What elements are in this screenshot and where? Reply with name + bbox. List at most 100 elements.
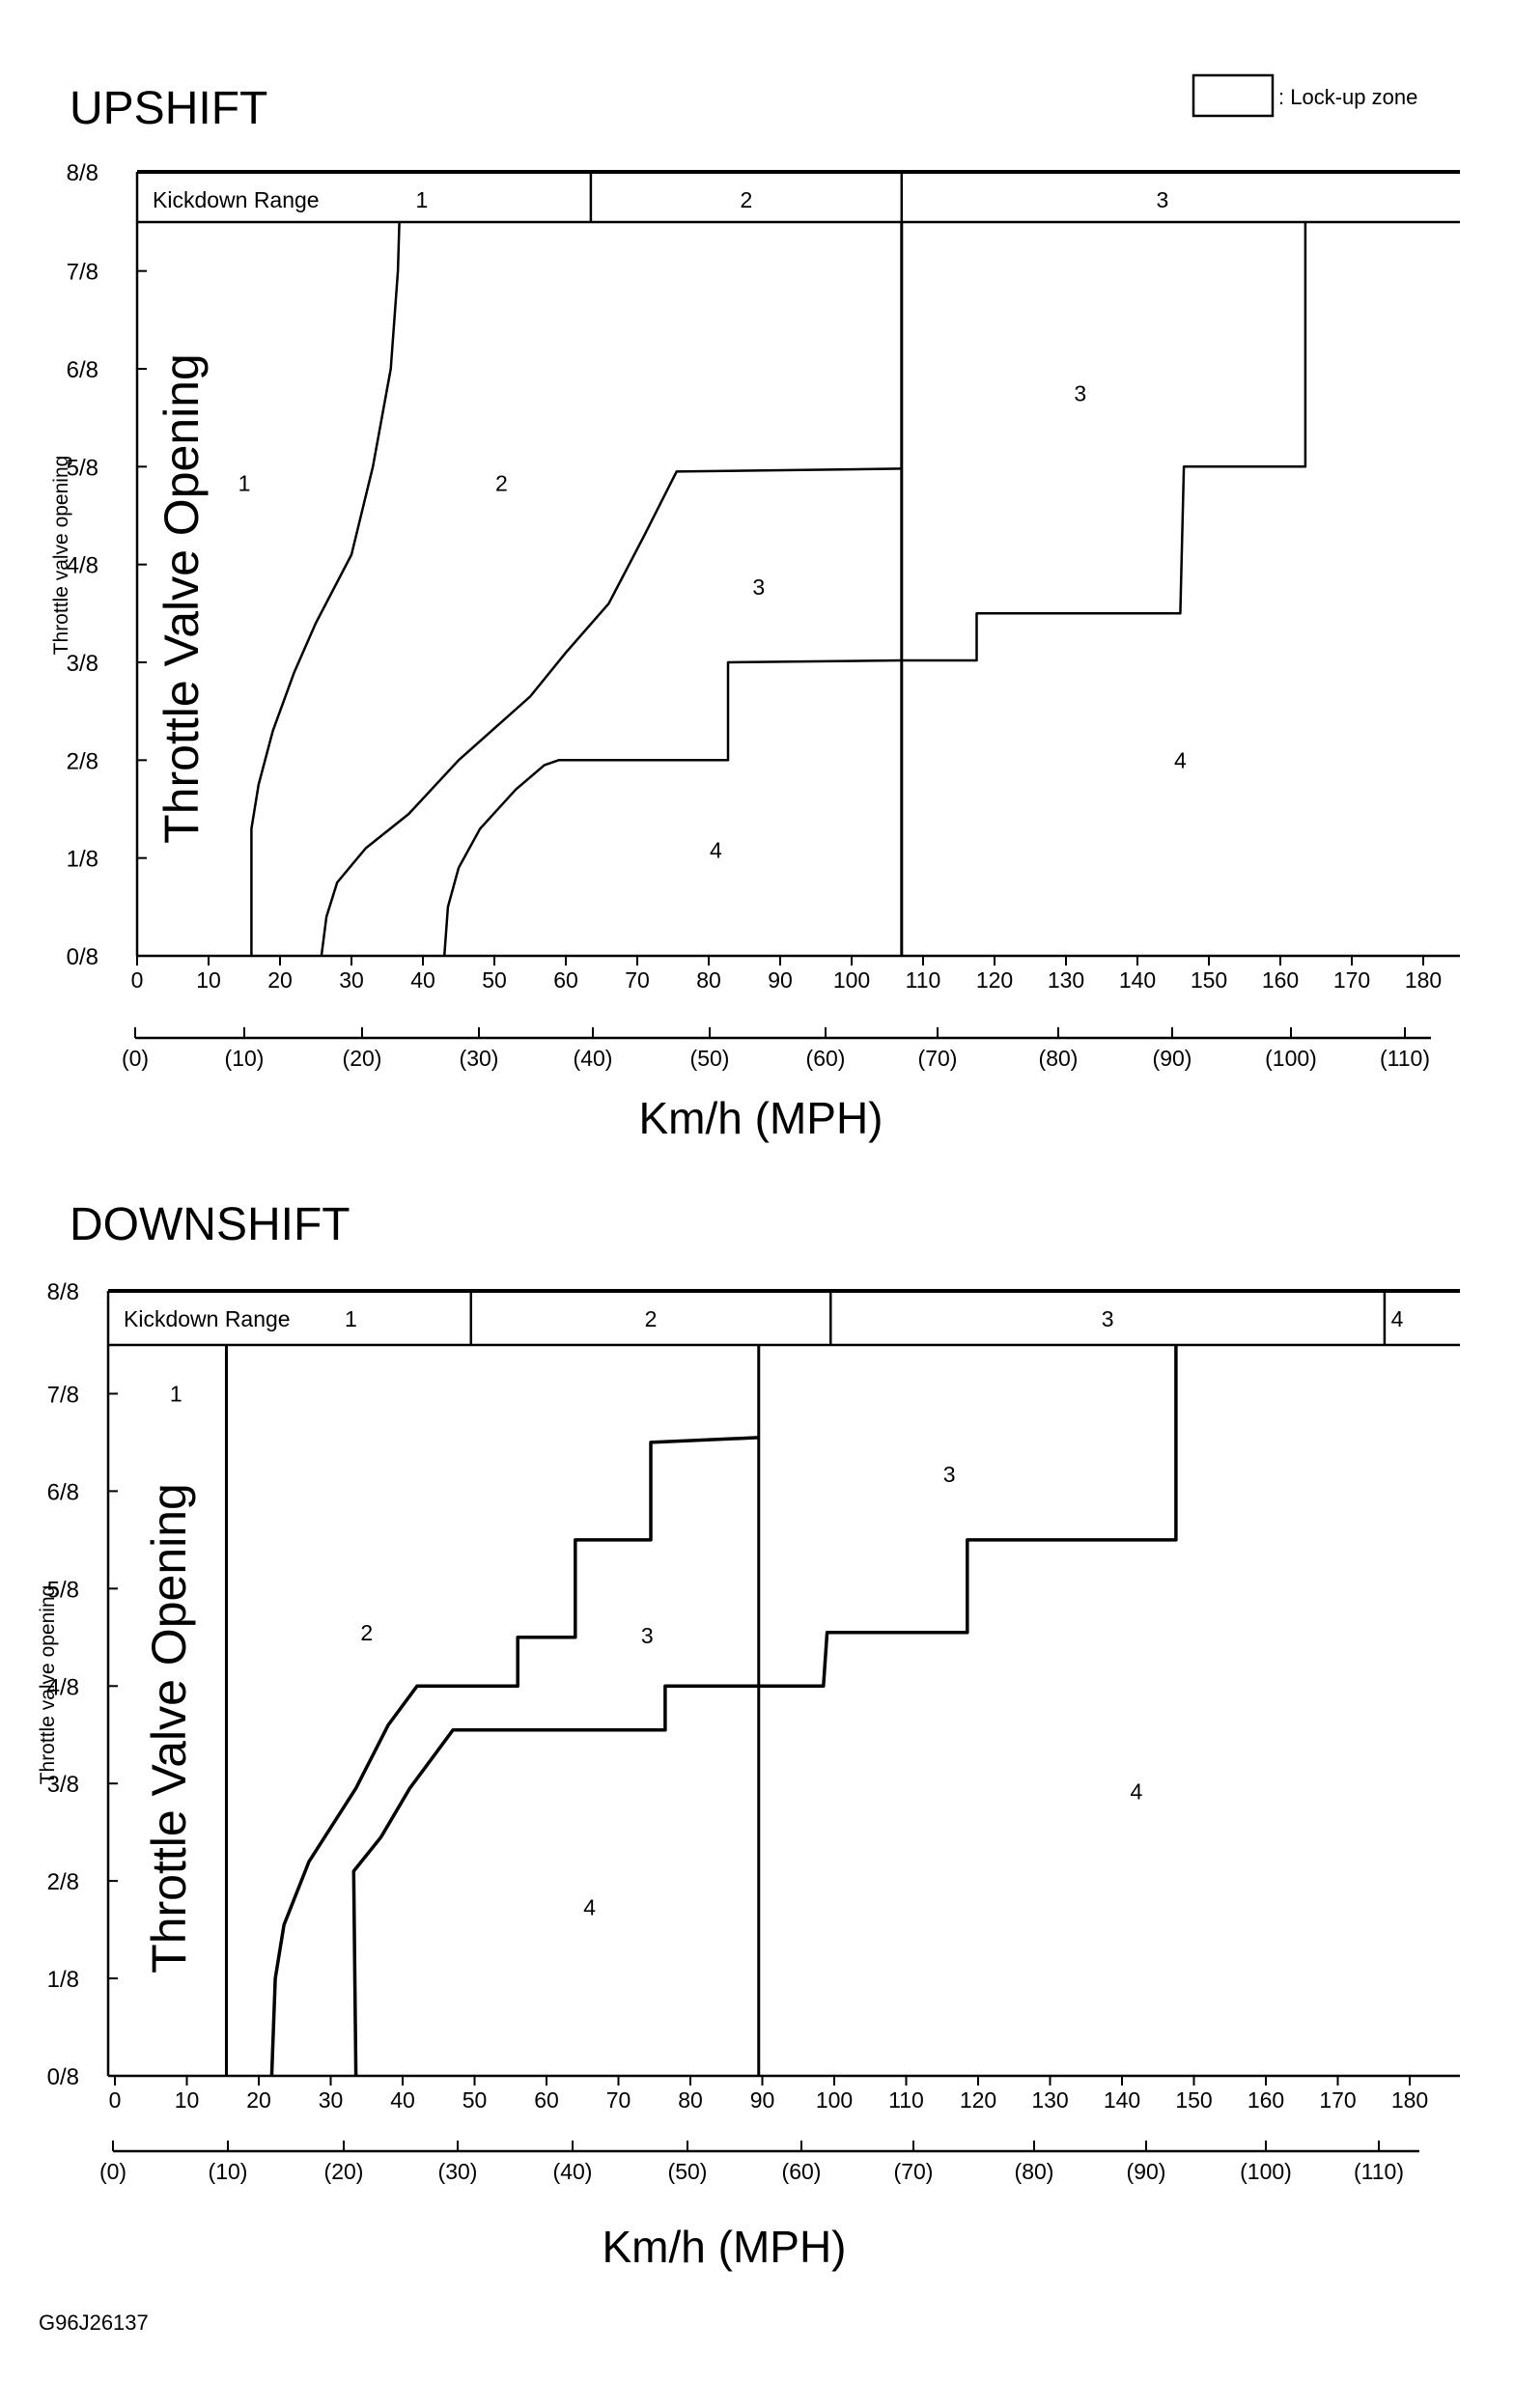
shift-line-1	[250, 221, 401, 956]
gear-zone-label: 4	[710, 838, 722, 863]
mph-tick-label: (90)	[1153, 1046, 1192, 1071]
y-tick-label: 4/8	[67, 553, 98, 579]
x-tick-label: 40	[390, 2087, 415, 2113]
mph-tick-label: (90)	[1127, 2159, 1166, 2184]
x-tick-label: 60	[553, 967, 578, 993]
shift-line-3	[442, 222, 1307, 957]
x-tick-label: 100	[816, 2087, 853, 2113]
mph-tick-label: (40)	[574, 1046, 613, 1071]
kickdown-range-bar: Kickdown Range 1 2 3	[137, 170, 1460, 224]
y-axis-title-large: Throttle Valve Opening	[154, 353, 209, 844]
mph-tick-label: (50)	[668, 2159, 708, 2184]
mph-tick-label: (80)	[1039, 1046, 1079, 1071]
mph-tick-label: (0)	[99, 2159, 126, 2184]
x-tick-label: 40	[410, 967, 435, 993]
kickdown-segment-label: 3	[1157, 187, 1169, 212]
kickdown-segment-label: 2	[740, 187, 752, 212]
x-tick-label: 120	[976, 967, 1013, 993]
x-tick-label: 160	[1248, 2087, 1284, 2113]
y-tick-label: 8/8	[67, 160, 98, 186]
x-tick-label: 70	[606, 2087, 631, 2113]
x-tick-label: 0	[109, 2087, 122, 2113]
figure-code: G96J26137	[39, 2310, 149, 2335]
kickdown-segment-label: 2	[645, 1306, 658, 1331]
y-tick-label: 3/8	[47, 1772, 79, 1798]
x-tick-label: 50	[463, 2087, 488, 2113]
gear-zone-label: 3	[1074, 380, 1086, 406]
x-tick-label: 130	[1048, 967, 1084, 993]
x-tick-label: 20	[246, 2087, 271, 2113]
y-tick-label: 7/8	[47, 1382, 79, 1408]
gear-zone-label: 3	[641, 1623, 654, 1648]
x-tick-label: 60	[534, 2087, 559, 2113]
gear-zone-label: 4	[1131, 1778, 1143, 1804]
gear-zone-label: 2	[495, 471, 508, 496]
x-tick-label: 150	[1191, 967, 1227, 993]
x-tick-label: 90	[768, 967, 793, 993]
y-tick-label: 3/8	[67, 651, 98, 677]
x-tick-label: 170	[1319, 2087, 1356, 2113]
shift-line-1	[269, 1436, 759, 2077]
x-tick-label: 160	[1262, 967, 1299, 993]
mph-tick-label: (0)	[122, 1046, 149, 1071]
shift-line-2	[320, 467, 902, 957]
mph-tick-label: (50)	[690, 1046, 730, 1071]
mph-tick-label: (30)	[460, 1046, 499, 1071]
mph-tick-label: (60)	[806, 1046, 846, 1071]
x-tick-label: 30	[339, 967, 364, 993]
mph-tick-label: (70)	[918, 1046, 958, 1071]
x-tick-label: 100	[833, 967, 870, 993]
gear-zone-label: 4	[1174, 747, 1187, 772]
upshift-chart: UPSHIFT : Lock-up zone Kickdown Range 1 2 3…	[50, 73, 1460, 1143]
mph-tick-label: (20)	[324, 2159, 364, 2184]
x-tick-label: 50	[482, 967, 507, 993]
mph-tick-label: (60)	[782, 2159, 822, 2184]
mph-tick-label: (110)	[1354, 2159, 1404, 2184]
gear-zone-label: 1	[170, 1381, 182, 1406]
x-tick-label: 30	[319, 2087, 344, 2113]
gear-zone-label: 4	[583, 1894, 596, 1919]
y-tick-label: 6/8	[47, 1479, 79, 1505]
mph-tick-label: (80)	[1015, 2159, 1054, 2184]
x-tick-label: 150	[1175, 2087, 1212, 2113]
mph-tick-label: (100)	[1265, 1046, 1317, 1071]
x-tick-label: 70	[625, 967, 650, 993]
x-tick-label: 90	[750, 2087, 775, 2113]
gear-zone-label: 3	[752, 574, 765, 600]
x-tick-label: 110	[906, 967, 941, 993]
y-tick-label: 2/8	[47, 1869, 79, 1895]
shift-line-2	[351, 1345, 1178, 2077]
kickdown-segment-label: 1	[416, 187, 429, 212]
mph-tick-label: (70)	[894, 2159, 934, 2184]
x-tick-label: 80	[696, 967, 721, 993]
kickdown-segment-label: 3	[1102, 1306, 1114, 1331]
mph-tick-label: (110)	[1380, 1046, 1430, 1071]
y-tick-label: 0/8	[47, 2064, 79, 2090]
y-tick-label: 4/8	[47, 1674, 79, 1700]
y-axis-title-small: Throttle valve opening	[50, 456, 72, 656]
x-tick-label: 140	[1104, 2087, 1140, 2113]
gear-zone-label: 3	[943, 1462, 956, 1487]
y-axis-title-large: Throttle Valve Opening	[142, 1483, 196, 1974]
kickdown-segment-label: 1	[345, 1306, 357, 1331]
mph-tick-label: (10)	[225, 1046, 265, 1071]
x-axis-title: Km/h (MPH)	[639, 1093, 883, 1143]
y-tick-label: 2/8	[67, 748, 98, 774]
y-tick-label: 5/8	[47, 1577, 79, 1603]
x-tick-label: 20	[267, 967, 293, 993]
mph-tick-label: (10)	[209, 2159, 248, 2184]
lockup-zone-legend-swatch	[1192, 73, 1275, 118]
kickdown-range-label: Kickdown Range	[124, 1306, 291, 1331]
y-axis-title-small: Throttle valve opening	[37, 1585, 59, 1785]
kickdown-range-label: Kickdown Range	[153, 187, 320, 212]
downshift-chart: DOWNSHIFT Kickdown Range 1 2 3 4 0/8 1/8 2/8 3/8…	[37, 1199, 1460, 2272]
x-tick-label: 170	[1333, 967, 1370, 993]
y-tick-label: 6/8	[67, 357, 98, 383]
mph-tick-label: (100)	[1240, 2159, 1292, 2184]
x-tick-label: 110	[888, 2087, 924, 2113]
gear-zone-label: 1	[238, 471, 251, 496]
downshift-title: DOWNSHIFT	[70, 1199, 350, 1250]
y-tick-label: 0/8	[67, 944, 98, 970]
kickdown-range-bar: Kickdown Range 1 2 3 4	[108, 1289, 1460, 1347]
